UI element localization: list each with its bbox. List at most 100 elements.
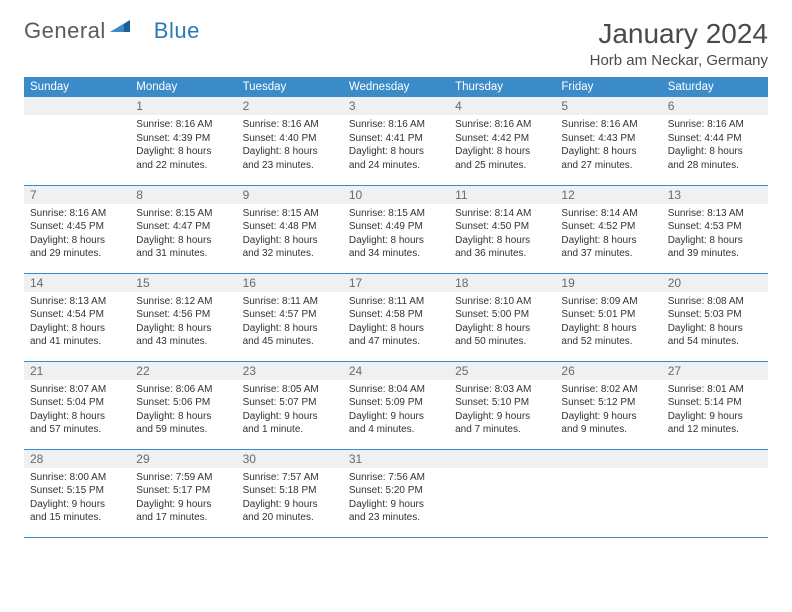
calendar-day-cell: 22Sunrise: 8:06 AMSunset: 5:06 PMDayligh… — [130, 361, 236, 449]
day-details: Sunrise: 8:16 AMSunset: 4:41 PMDaylight:… — [343, 115, 449, 176]
daylight-line2: and 43 minutes. — [136, 335, 230, 349]
calendar-week-row: 1Sunrise: 8:16 AMSunset: 4:39 PMDaylight… — [24, 97, 768, 185]
daylight-line2: and 4 minutes. — [349, 423, 443, 437]
day-details: Sunrise: 8:03 AMSunset: 5:10 PMDaylight:… — [449, 380, 555, 441]
daylight-line2: and 31 minutes. — [136, 247, 230, 261]
calendar-day-cell: 17Sunrise: 8:11 AMSunset: 4:58 PMDayligh… — [343, 273, 449, 361]
daylight-line1: Daylight: 8 hours — [349, 234, 443, 248]
calendar-day-cell: 23Sunrise: 8:05 AMSunset: 5:07 PMDayligh… — [237, 361, 343, 449]
day-details: Sunrise: 8:13 AMSunset: 4:53 PMDaylight:… — [662, 204, 768, 265]
day-details: Sunrise: 7:56 AMSunset: 5:20 PMDaylight:… — [343, 468, 449, 529]
weekday-header: Monday — [130, 77, 236, 97]
sunset-text: Sunset: 5:01 PM — [561, 308, 655, 322]
title-block: January 2024 Horb am Neckar, Germany — [590, 18, 768, 69]
day-number: 21 — [24, 362, 130, 380]
calendar-day-cell: 6Sunrise: 8:16 AMSunset: 4:44 PMDaylight… — [662, 97, 768, 185]
day-number: 5 — [555, 97, 661, 115]
sunrise-text: Sunrise: 8:15 AM — [349, 207, 443, 221]
daylight-line2: and 29 minutes. — [30, 247, 124, 261]
day-details: Sunrise: 8:09 AMSunset: 5:01 PMDaylight:… — [555, 292, 661, 353]
sunrise-text: Sunrise: 8:01 AM — [668, 383, 762, 397]
daylight-line2: and 12 minutes. — [668, 423, 762, 437]
page-title: January 2024 — [590, 18, 768, 50]
calendar-day-cell: 18Sunrise: 8:10 AMSunset: 5:00 PMDayligh… — [449, 273, 555, 361]
calendar-day-cell: 30Sunrise: 7:57 AMSunset: 5:18 PMDayligh… — [237, 449, 343, 537]
daylight-line2: and 59 minutes. — [136, 423, 230, 437]
sunrise-text: Sunrise: 8:15 AM — [136, 207, 230, 221]
weekday-header: Sunday — [24, 77, 130, 97]
day-details: Sunrise: 8:11 AMSunset: 4:57 PMDaylight:… — [237, 292, 343, 353]
sunset-text: Sunset: 4:58 PM — [349, 308, 443, 322]
daylight-line2: and 23 minutes. — [243, 159, 337, 173]
day-number: 13 — [662, 186, 768, 204]
sunrise-text: Sunrise: 8:16 AM — [243, 118, 337, 132]
page-header: General Blue January 2024 Horb am Neckar… — [24, 18, 768, 69]
calendar-day-cell: 4Sunrise: 8:16 AMSunset: 4:42 PMDaylight… — [449, 97, 555, 185]
calendar-day-cell: 3Sunrise: 8:16 AMSunset: 4:41 PMDaylight… — [343, 97, 449, 185]
calendar-day-cell: 19Sunrise: 8:09 AMSunset: 5:01 PMDayligh… — [555, 273, 661, 361]
daylight-line2: and 28 minutes. — [668, 159, 762, 173]
day-details: Sunrise: 8:11 AMSunset: 4:58 PMDaylight:… — [343, 292, 449, 353]
daylight-line2: and 20 minutes. — [243, 511, 337, 525]
daylight-line2: and 27 minutes. — [561, 159, 655, 173]
daylight-line1: Daylight: 8 hours — [136, 410, 230, 424]
day-number: 30 — [237, 450, 343, 468]
sunrise-text: Sunrise: 8:14 AM — [561, 207, 655, 221]
day-number: 16 — [237, 274, 343, 292]
day-details: Sunrise: 8:16 AMSunset: 4:42 PMDaylight:… — [449, 115, 555, 176]
daylight-line1: Daylight: 8 hours — [349, 145, 443, 159]
sunset-text: Sunset: 5:17 PM — [136, 484, 230, 498]
weekday-header: Thursday — [449, 77, 555, 97]
calendar-day-cell — [555, 449, 661, 537]
day-number: 22 — [130, 362, 236, 380]
flag-icon — [110, 18, 132, 39]
calendar-day-cell: 13Sunrise: 8:13 AMSunset: 4:53 PMDayligh… — [662, 185, 768, 273]
calendar-day-cell: 27Sunrise: 8:01 AMSunset: 5:14 PMDayligh… — [662, 361, 768, 449]
day-number: 15 — [130, 274, 236, 292]
calendar-day-cell: 9Sunrise: 8:15 AMSunset: 4:48 PMDaylight… — [237, 185, 343, 273]
sunset-text: Sunset: 5:15 PM — [30, 484, 124, 498]
calendar-day-cell: 29Sunrise: 7:59 AMSunset: 5:17 PMDayligh… — [130, 449, 236, 537]
day-details: Sunrise: 8:16 AMSunset: 4:45 PMDaylight:… — [24, 204, 130, 265]
sunset-text: Sunset: 5:18 PM — [243, 484, 337, 498]
day-number: 19 — [555, 274, 661, 292]
sunrise-text: Sunrise: 8:16 AM — [30, 207, 124, 221]
sunset-text: Sunset: 5:12 PM — [561, 396, 655, 410]
sunset-text: Sunset: 4:50 PM — [455, 220, 549, 234]
day-number: 29 — [130, 450, 236, 468]
sunrise-text: Sunrise: 8:07 AM — [30, 383, 124, 397]
day-details: Sunrise: 8:06 AMSunset: 5:06 PMDaylight:… — [130, 380, 236, 441]
day-details: Sunrise: 8:10 AMSunset: 5:00 PMDaylight:… — [449, 292, 555, 353]
sunrise-text: Sunrise: 8:11 AM — [243, 295, 337, 309]
day-details: Sunrise: 8:05 AMSunset: 5:07 PMDaylight:… — [237, 380, 343, 441]
day-number: 3 — [343, 97, 449, 115]
calendar-week-row: 21Sunrise: 8:07 AMSunset: 5:04 PMDayligh… — [24, 361, 768, 449]
sunrise-text: Sunrise: 8:13 AM — [668, 207, 762, 221]
daylight-line2: and 32 minutes. — [243, 247, 337, 261]
day-number: 7 — [24, 186, 130, 204]
calendar-day-cell: 15Sunrise: 8:12 AMSunset: 4:56 PMDayligh… — [130, 273, 236, 361]
calendar-week-row: 14Sunrise: 8:13 AMSunset: 4:54 PMDayligh… — [24, 273, 768, 361]
daylight-line1: Daylight: 9 hours — [349, 410, 443, 424]
daylight-line1: Daylight: 8 hours — [668, 322, 762, 336]
sunrise-text: Sunrise: 8:15 AM — [243, 207, 337, 221]
sunset-text: Sunset: 5:06 PM — [136, 396, 230, 410]
daylight-line1: Daylight: 9 hours — [561, 410, 655, 424]
daylight-line2: and 45 minutes. — [243, 335, 337, 349]
sunrise-text: Sunrise: 8:08 AM — [668, 295, 762, 309]
sunrise-text: Sunrise: 8:09 AM — [561, 295, 655, 309]
daylight-line2: and 39 minutes. — [668, 247, 762, 261]
daylight-line1: Daylight: 8 hours — [243, 234, 337, 248]
sunset-text: Sunset: 5:10 PM — [455, 396, 549, 410]
sunset-text: Sunset: 4:44 PM — [668, 132, 762, 146]
day-number: 28 — [24, 450, 130, 468]
day-number: 6 — [662, 97, 768, 115]
sunset-text: Sunset: 5:09 PM — [349, 396, 443, 410]
calendar-day-cell: 14Sunrise: 8:13 AMSunset: 4:54 PMDayligh… — [24, 273, 130, 361]
daylight-line2: and 34 minutes. — [349, 247, 443, 261]
calendar-day-cell: 7Sunrise: 8:16 AMSunset: 4:45 PMDaylight… — [24, 185, 130, 273]
daylight-line1: Daylight: 9 hours — [243, 410, 337, 424]
sunset-text: Sunset: 4:52 PM — [561, 220, 655, 234]
day-details: Sunrise: 8:12 AMSunset: 4:56 PMDaylight:… — [130, 292, 236, 353]
day-details: Sunrise: 8:15 AMSunset: 4:48 PMDaylight:… — [237, 204, 343, 265]
